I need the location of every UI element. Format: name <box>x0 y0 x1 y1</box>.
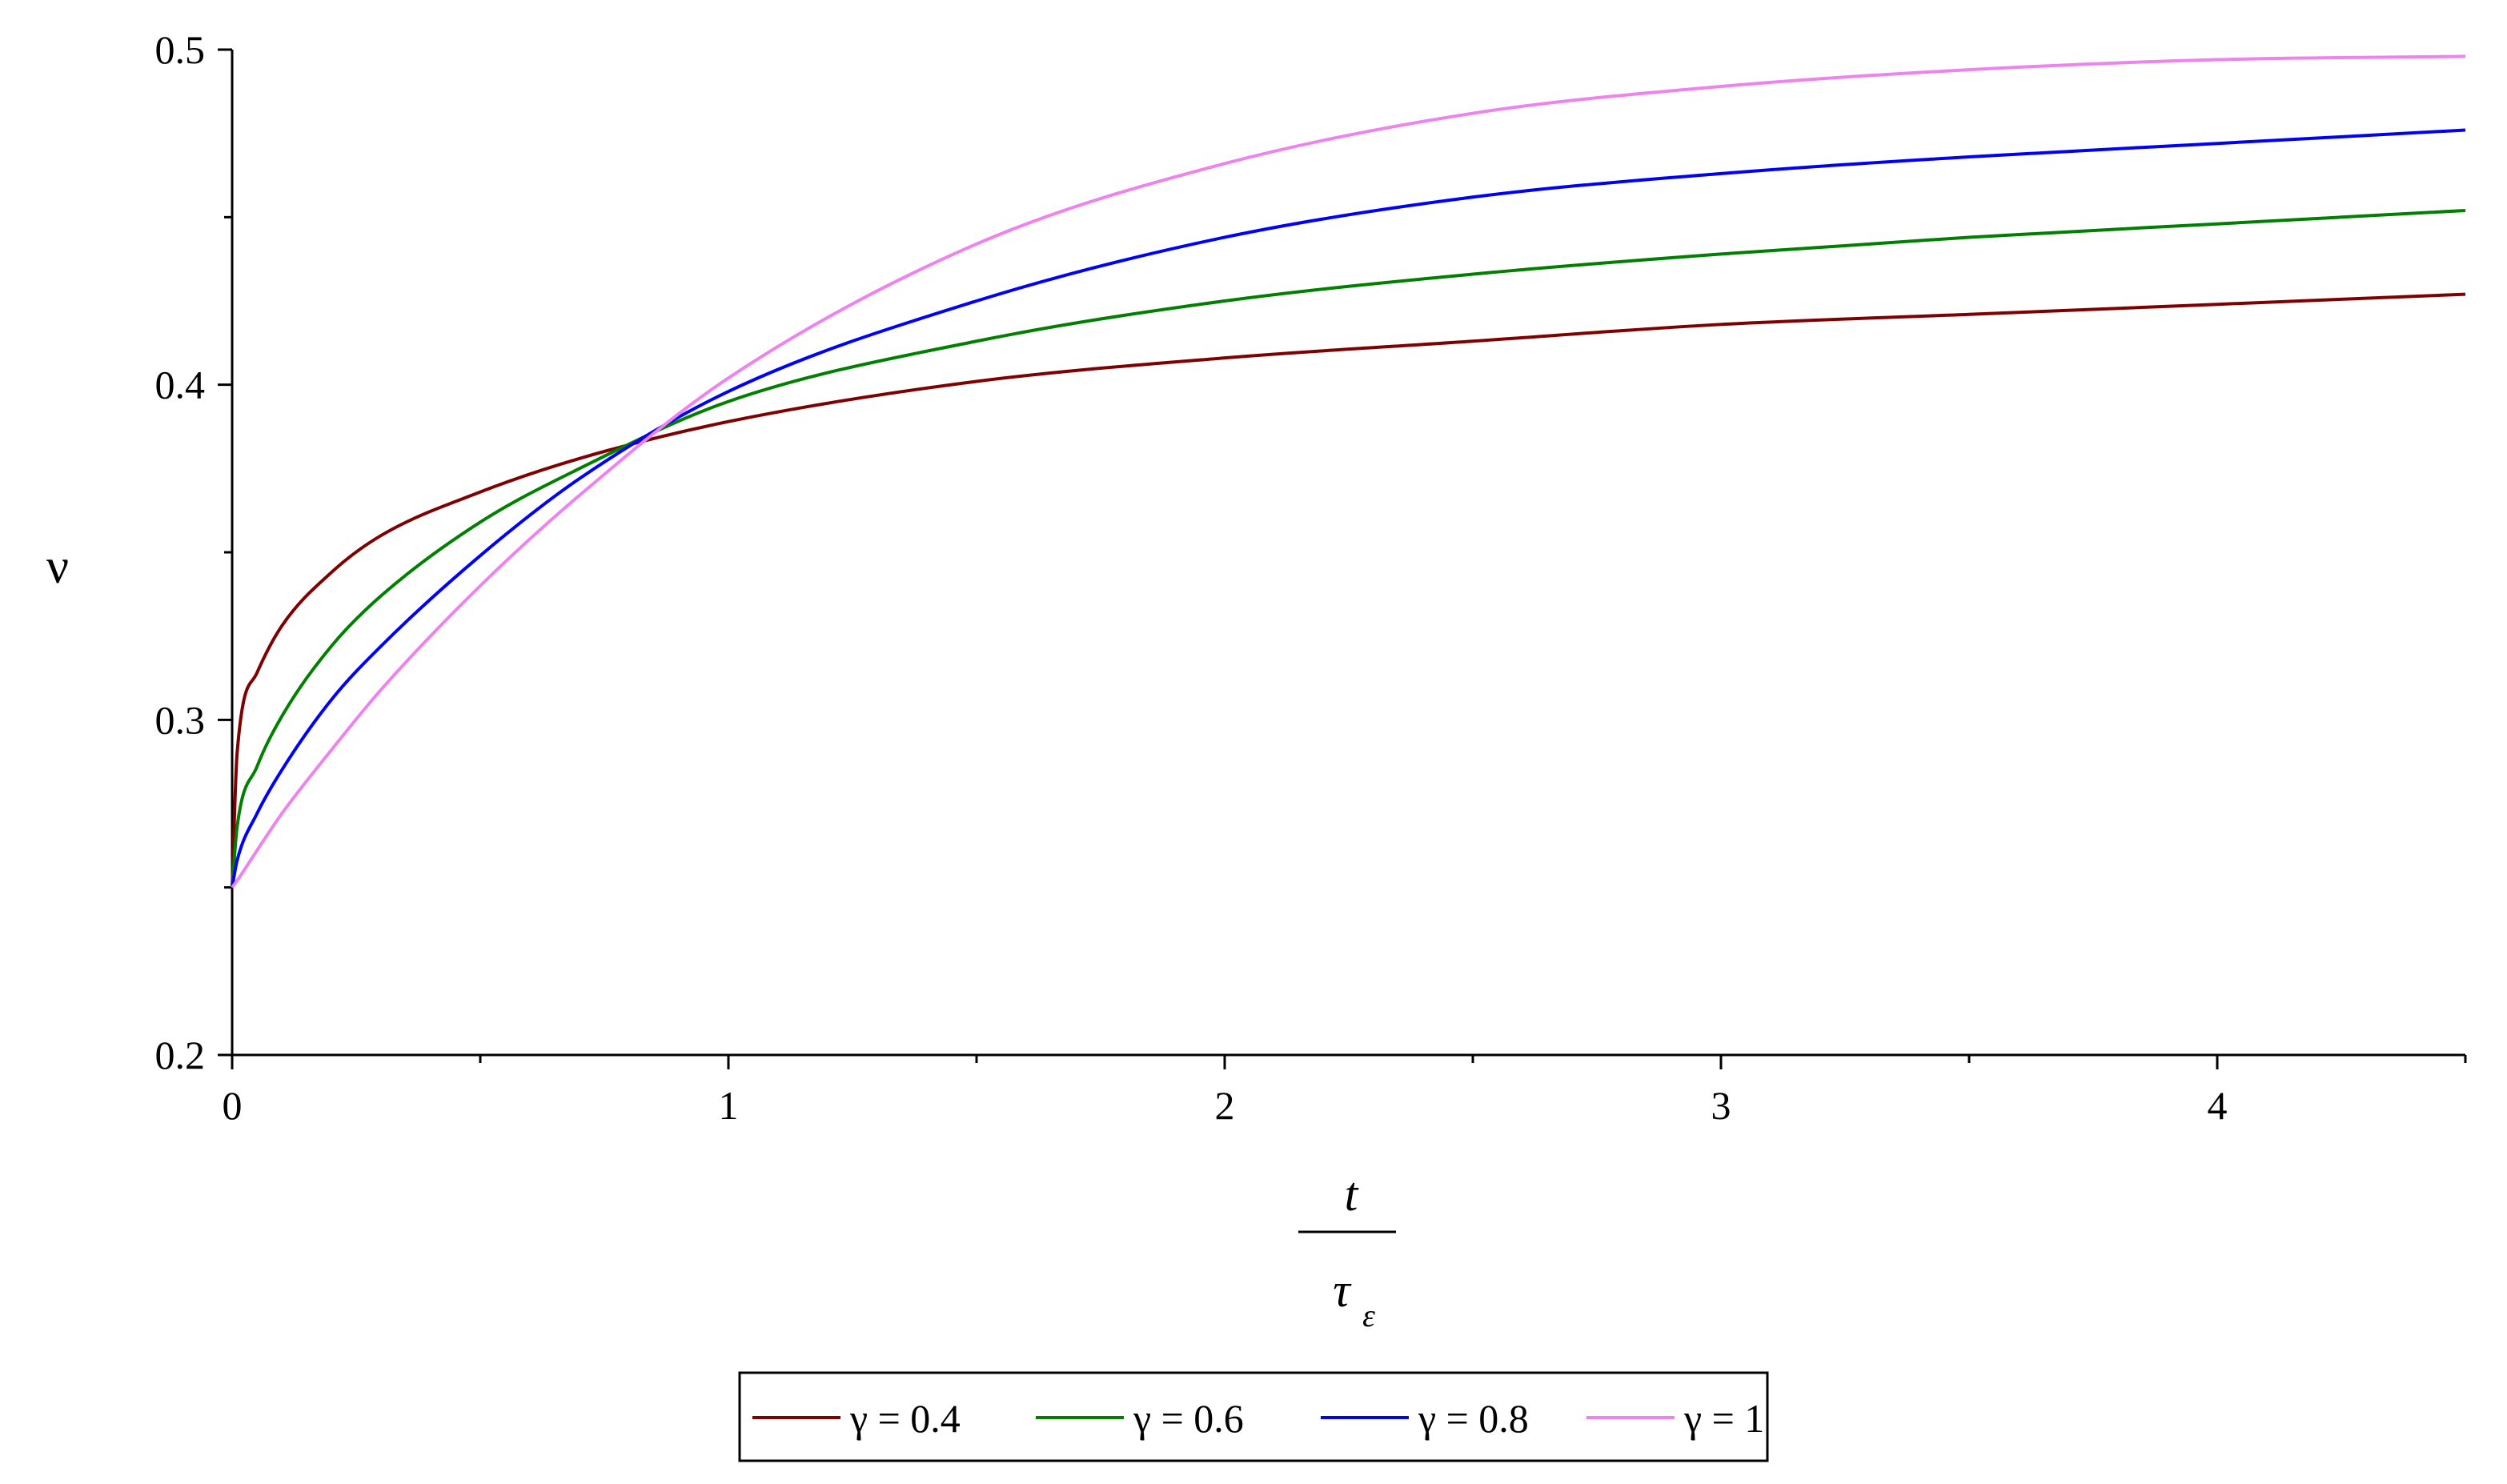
y-tick-label: 0.4 <box>155 363 206 407</box>
x-tick-label: 4 <box>2208 1083 2228 1128</box>
legend: γ = 0.4 γ = 0.6 γ = 0.8 γ = 1 <box>738 1371 1769 1462</box>
x-tick-label: 1 <box>719 1083 739 1128</box>
series-line-1 <box>231 292 2466 888</box>
y-axis-label: ν <box>46 539 69 594</box>
legend-label: γ = 1 <box>1683 1396 1764 1441</box>
legend-label: γ = 0.8 <box>1418 1396 1529 1441</box>
series-line-3 <box>231 128 2466 888</box>
x-axis-label-denominator-subscript: ε <box>1362 1297 1375 1334</box>
legend-label: γ = 0.6 <box>1133 1396 1244 1441</box>
x-tick-label: 0 <box>223 1083 243 1128</box>
series-line-4 <box>231 54 2466 888</box>
y-ticks: 0.2 0.3 0.4 0.5 <box>155 27 232 1077</box>
series-line-2 <box>231 208 2466 888</box>
x-ticks: 0 1 2 3 4 <box>223 1055 2467 1128</box>
x-tick-label: 3 <box>1711 1083 1731 1128</box>
y-tick-label: 0.2 <box>155 1033 206 1077</box>
x-axis-label-numerator: t <box>1345 1168 1359 1221</box>
x-tick-label: 2 <box>1215 1083 1235 1128</box>
axes <box>231 50 2465 1057</box>
x-axis-label-denominator: τ <box>1333 1264 1352 1317</box>
y-tick-label: 0.5 <box>155 27 206 72</box>
series-lines <box>231 54 2466 888</box>
legend-label: γ = 0.4 <box>849 1396 961 1441</box>
y-tick-label: 0.3 <box>155 697 206 742</box>
x-axis-label: t τ ε <box>1298 1168 1396 1334</box>
